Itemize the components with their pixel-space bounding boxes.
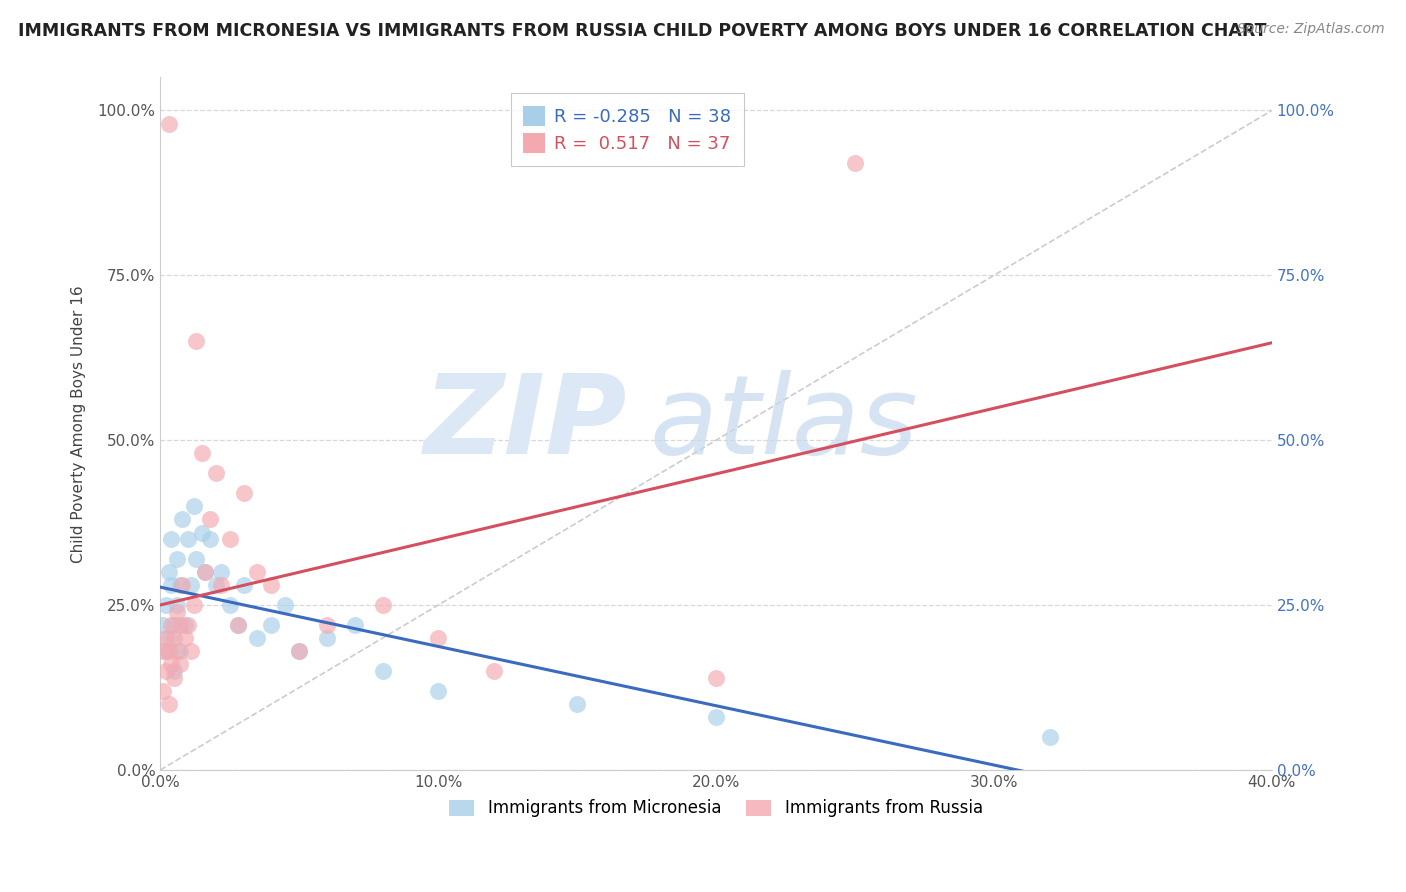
Point (160, 618, 183, 632)
Point (200, 532, 222, 546)
Point (152, 683, 174, 698)
Point (427, 631, 450, 645)
Point (288, 644, 311, 658)
Point (163, 631, 186, 645)
Point (194, 565, 217, 579)
Point (166, 644, 188, 658)
Point (565, 697, 588, 711)
Point (155, 598, 177, 612)
Point (155, 664, 177, 678)
Point (157, 117, 180, 131)
Point (232, 578, 254, 592)
Point (218, 598, 240, 612)
Text: ZIP: ZIP (423, 370, 627, 477)
Point (183, 598, 205, 612)
Point (427, 683, 450, 698)
Point (169, 644, 191, 658)
Point (163, 618, 186, 632)
Y-axis label: Child Poverty Among Boys Under 16: Child Poverty Among Boys Under 16 (72, 285, 86, 563)
Point (704, 710, 727, 724)
Point (166, 552, 188, 566)
Point (1038, 730, 1060, 744)
Point (172, 578, 194, 592)
Point (482, 664, 505, 678)
Point (260, 618, 283, 632)
Point (157, 631, 180, 645)
Point (180, 644, 202, 658)
Point (163, 671, 186, 685)
Point (157, 565, 180, 579)
Point (186, 334, 208, 349)
Point (166, 598, 188, 612)
Point (200, 512, 222, 526)
Point (183, 499, 205, 513)
Point (704, 671, 727, 685)
Point (177, 532, 200, 546)
Point (226, 618, 249, 632)
Point (155, 631, 177, 645)
Point (844, 156, 866, 170)
Point (246, 565, 269, 579)
Point (160, 657, 183, 672)
Point (155, 644, 177, 658)
Point (152, 644, 174, 658)
Point (160, 532, 183, 546)
Point (371, 664, 394, 678)
Point (316, 618, 339, 632)
Legend: Immigrants from Micronesia, Immigrants from Russia: Immigrants from Micronesia, Immigrants f… (443, 793, 990, 824)
Point (169, 578, 191, 592)
Point (226, 618, 249, 632)
Point (218, 532, 240, 546)
Point (152, 618, 174, 632)
Point (160, 578, 183, 592)
Point (174, 631, 197, 645)
Text: IMMIGRANTS FROM MICRONESIA VS IMMIGRANTS FROM RUSSIA CHILD POVERTY AMONG BOYS UN: IMMIGRANTS FROM MICRONESIA VS IMMIGRANTS… (18, 22, 1267, 40)
Point (274, 598, 297, 612)
Point (209, 565, 232, 579)
Point (288, 644, 311, 658)
Point (157, 644, 180, 658)
Point (204, 466, 226, 480)
Point (172, 512, 194, 526)
Point (260, 578, 283, 592)
Point (209, 578, 232, 592)
Point (191, 525, 214, 540)
Point (177, 618, 200, 632)
Point (157, 697, 180, 711)
Point (169, 618, 191, 632)
Point (174, 618, 197, 632)
Point (232, 486, 254, 500)
Point (316, 631, 339, 645)
Point (204, 578, 226, 592)
Point (163, 664, 186, 678)
Point (246, 631, 269, 645)
Point (186, 552, 208, 566)
Point (343, 618, 366, 632)
Point (180, 578, 202, 592)
Point (194, 565, 217, 579)
Point (166, 605, 188, 619)
Point (371, 598, 394, 612)
Point (169, 657, 191, 672)
Point (191, 446, 214, 460)
Text: atlas: atlas (650, 370, 918, 477)
Text: Source: ZipAtlas.com: Source: ZipAtlas.com (1237, 22, 1385, 37)
